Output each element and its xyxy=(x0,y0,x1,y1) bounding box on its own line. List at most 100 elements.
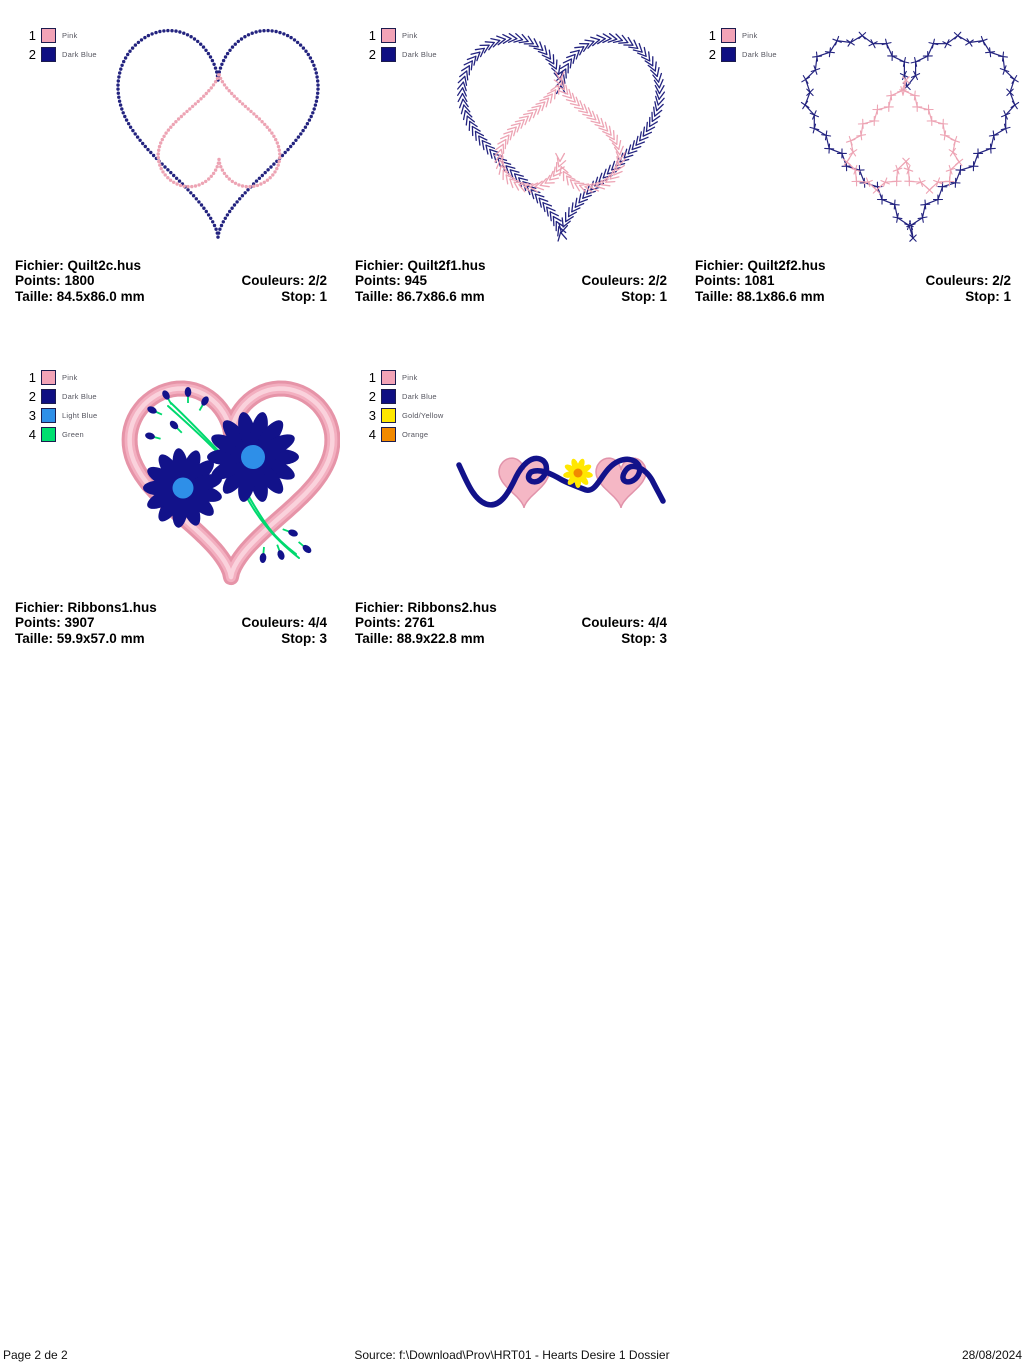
legend-color-swatch xyxy=(381,408,396,423)
legend-color-label: Dark Blue xyxy=(742,50,777,59)
legend-row: 3 Light Blue xyxy=(24,406,97,425)
legend-color-label: Pink xyxy=(742,31,758,40)
points-count: Points: 2761 xyxy=(355,615,435,631)
legend-row: 2 Dark Blue xyxy=(364,45,437,64)
design-info: Fichier: Quilt2f2.hus Points: 1081 Couleu… xyxy=(695,258,1011,304)
legend-row: 2 Dark Blue xyxy=(24,387,97,406)
footer-date: 28/08/2024 xyxy=(961,1348,1022,1362)
size-mm: Taille: 88.1x86.6 mm xyxy=(695,288,825,304)
footer-page-number: Page 2 de 2 xyxy=(3,1348,68,1362)
legend-row: 2 Dark Blue xyxy=(704,45,777,64)
size-mm: Taille: 86.7x86.6 mm xyxy=(355,288,485,304)
legend-color-swatch xyxy=(381,47,396,62)
legend-number: 1 xyxy=(368,28,376,43)
legend-row: 1 Pink xyxy=(24,368,97,387)
colors-count: Couleurs: 2/2 xyxy=(925,273,1011,289)
legend-color-label: Pink xyxy=(62,31,78,40)
legend-number: 2 xyxy=(28,47,36,62)
legend-row: 1 Pink xyxy=(364,368,444,387)
size-mm: Taille: 59.9x57.0 mm xyxy=(15,630,145,646)
design-info: Fichier: Quilt2c.hus Points: 1800 Couleur… xyxy=(15,258,327,304)
color-legend: 1 Pink 2 Dark Blue 3 Light Blue 4 Green xyxy=(24,368,97,444)
legend-color-swatch xyxy=(381,28,396,43)
legend-color-swatch xyxy=(41,370,56,385)
legend-color-label: Dark Blue xyxy=(402,392,437,401)
legend-color-swatch xyxy=(41,408,56,423)
legend-color-swatch xyxy=(381,389,396,404)
legend-color-swatch xyxy=(41,47,56,62)
legend-color-label: Pink xyxy=(402,373,418,382)
legend-color-label: Light Blue xyxy=(62,411,98,420)
size-mm: Taille: 84.5x86.0 mm xyxy=(15,288,145,304)
legend-number: 1 xyxy=(28,28,36,43)
colors-count: Couleurs: 2/2 xyxy=(241,273,327,289)
legend-color-label: Dark Blue xyxy=(402,50,437,59)
legend-color-swatch xyxy=(721,47,736,62)
legend-color-label: Dark Blue xyxy=(62,50,97,59)
legend-number: 2 xyxy=(708,47,716,62)
design-info: Fichier: Ribbons1.hus Points: 3907 Couleu… xyxy=(15,600,327,646)
legend-color-swatch xyxy=(721,28,736,43)
points-count: Points: 1800 xyxy=(15,273,95,289)
legend-row: 4 Green xyxy=(24,425,97,444)
legend-number: 3 xyxy=(368,408,376,423)
color-legend: 1 Pink 2 Dark Blue xyxy=(704,26,777,64)
design-preview xyxy=(116,28,320,239)
legend-number: 2 xyxy=(28,389,36,404)
legend-number: 3 xyxy=(28,408,36,423)
legend-color-swatch xyxy=(41,28,56,43)
legend-color-swatch xyxy=(41,427,56,442)
points-count: Points: 1081 xyxy=(695,273,775,289)
footer-source-path: Source: f:\Download\Prov\HRT01 - Hearts … xyxy=(354,1348,670,1362)
legend-color-label: Gold/Yellow xyxy=(402,411,444,420)
color-legend: 1 Pink 2 Dark Blue xyxy=(364,26,437,64)
design-preview xyxy=(800,31,1020,242)
legend-color-swatch xyxy=(381,427,396,442)
file-name: Fichier: Quilt2f1.hus xyxy=(355,258,486,273)
design-info: Fichier: Quilt2f1.hus Points: 945 Couleur… xyxy=(355,258,667,304)
design-card: 1 Pink 2 Dark Blue Fichier: Quilt2f1.hus Po… xyxy=(340,20,680,320)
legend-color-swatch xyxy=(41,389,56,404)
legend-color-label: Green xyxy=(62,430,84,439)
color-legend: 1 Pink 2 Dark Blue 3 Gold/Yellow 4 Orange xyxy=(364,368,444,444)
legend-number: 1 xyxy=(28,370,36,385)
points-count: Points: 945 xyxy=(355,273,428,289)
points-count: Points: 3907 xyxy=(15,615,95,631)
file-name: Fichier: Quilt2f2.hus xyxy=(695,258,826,273)
legend-number: 1 xyxy=(708,28,716,43)
stop-count: Stop: 3 xyxy=(621,630,667,646)
legend-number: 4 xyxy=(28,427,36,442)
size-mm: Taille: 88.9x22.8 mm xyxy=(355,630,485,646)
colors-count: Couleurs: 2/2 xyxy=(581,273,667,289)
design-preview xyxy=(457,33,666,242)
design-card: 1 Pink 2 Dark Blue 3 Gold/Yellow 4 Orange Fichi… xyxy=(340,362,680,662)
design-card: 1 Pink 2 Dark Blue 3 Light Blue 4 Green Fichier… xyxy=(0,362,340,662)
file-name: Fichier: Ribbons1.hus xyxy=(15,600,157,615)
file-name: Fichier: Ribbons2.hus xyxy=(355,600,497,615)
page-footer: Page 2 de 2 Source: f:\Download\Prov\HRT… xyxy=(0,1348,1024,1364)
legend-color-label: Dark Blue xyxy=(62,392,97,401)
legend-row: 1 Pink xyxy=(364,26,437,45)
colors-count: Couleurs: 4/4 xyxy=(241,615,327,631)
legend-number: 2 xyxy=(368,47,376,62)
legend-row: 2 Dark Blue xyxy=(364,387,444,406)
stop-count: Stop: 3 xyxy=(281,630,327,646)
file-name: Fichier: Quilt2c.hus xyxy=(15,258,142,273)
design-card: 1 Pink 2 Dark Blue Fichier: Quilt2c.hus Poi… xyxy=(0,20,340,320)
colors-count: Couleurs: 4/4 xyxy=(581,615,667,631)
stop-count: Stop: 1 xyxy=(621,288,667,304)
legend-color-swatch xyxy=(381,370,396,385)
stop-count: Stop: 1 xyxy=(281,288,327,304)
legend-row: 2 Dark Blue xyxy=(24,45,97,64)
design-preview xyxy=(121,380,340,586)
design-card: 1 Pink 2 Dark Blue Fichier: Quilt2f2.hus Po… xyxy=(680,20,1024,320)
legend-number: 4 xyxy=(368,427,376,442)
legend-number: 2 xyxy=(368,389,376,404)
legend-row: 1 Pink xyxy=(24,26,97,45)
legend-color-label: Orange xyxy=(402,430,429,439)
legend-row: 4 Orange xyxy=(364,425,444,444)
legend-row: 3 Gold/Yellow xyxy=(364,406,444,425)
legend-number: 1 xyxy=(368,370,376,385)
legend-row: 1 Pink xyxy=(704,26,777,45)
